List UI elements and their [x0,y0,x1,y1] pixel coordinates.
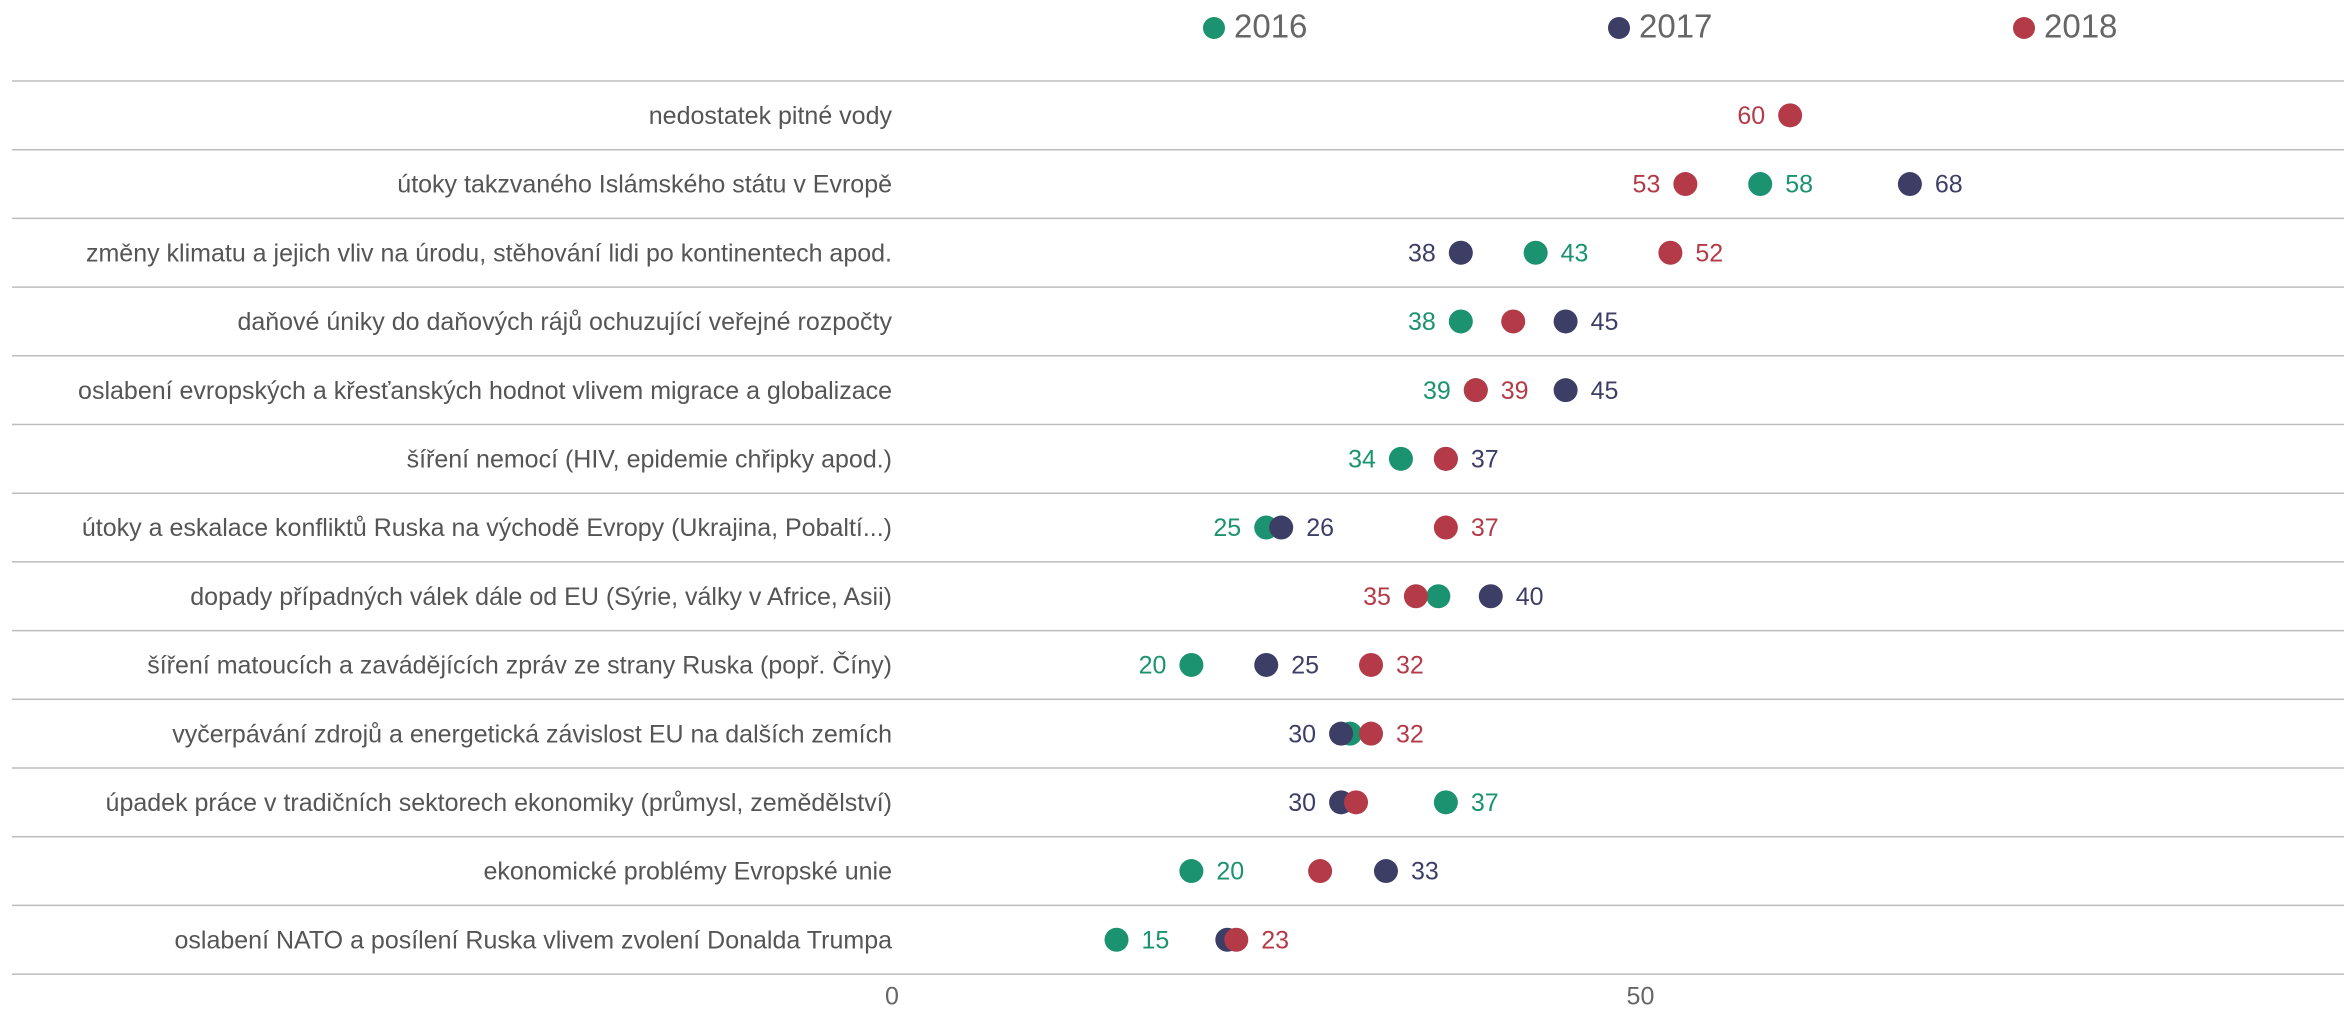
dot [1897,172,1922,197]
value-label: 25 [1291,652,1319,680]
value-label: 39 [1501,377,1529,405]
dot [1553,309,1578,334]
value-label: 40 [1516,583,1544,611]
legend-marker [1608,17,1630,39]
value-label: 35 [1363,583,1391,611]
dot [1403,584,1428,609]
dot [1426,584,1451,609]
value-label: 60 [1737,102,1765,130]
value-label: 53 [1633,171,1661,199]
dot [1478,584,1503,609]
category-label: ekonomické problémy Evropské unie [483,858,892,886]
dot [1658,240,1683,265]
value-label: 43 [1561,239,1589,267]
value-label: 37 [1471,789,1499,817]
dot [1254,652,1279,677]
dot [1433,446,1458,471]
x-tick-label: 50 [1627,983,1655,1010]
dot [1224,927,1249,952]
value-label: 23 [1261,926,1289,954]
dot [1433,790,1458,815]
dot [1448,240,1473,265]
dot [1179,652,1204,677]
dot [1673,172,1698,197]
dot [1269,515,1294,540]
value-label: 45 [1591,377,1619,405]
value-label: 20 [1216,858,1244,886]
legend-marker [1203,17,1225,39]
value-label: 39 [1423,377,1451,405]
legend-label: 2017 [1639,8,1712,45]
dot [1501,309,1526,334]
value-label: 26 [1306,514,1334,542]
dot [1179,859,1204,884]
value-label: 34 [1348,445,1376,473]
category-label: vyčerpávání zdrojů a energetická závislo… [172,720,892,748]
dot [1104,927,1129,952]
legend-marker [2013,17,2035,39]
dot [1308,859,1333,884]
dot [1448,309,1473,334]
value-label: 15 [1142,926,1170,954]
dot [1359,721,1384,746]
dot [1329,721,1354,746]
value-label: 33 [1411,858,1439,886]
value-label: 58 [1785,171,1813,199]
value-label: 32 [1396,652,1424,680]
x-tick-label: 0 [885,983,899,1010]
category-label: útoky takzvaného Islámského státu v Evro… [397,171,892,199]
value-label: 20 [1139,652,1167,680]
dot [1433,515,1458,540]
dot [1553,378,1578,403]
dot [1748,172,1773,197]
value-label: 25 [1213,514,1241,542]
category-label: oslabení NATO a posílení Ruska vlivem zv… [175,926,893,954]
category-label: změny klimatu a jejich vliv na úrodu, st… [86,239,892,267]
dot [1778,103,1803,128]
value-label: 37 [1471,445,1499,473]
dot [1388,446,1413,471]
value-label: 38 [1408,308,1436,336]
category-label: úpadek práce v tradičních sektorech ekon… [106,789,892,817]
category-label: šíření matoucích a zavádějících zpráv ze… [147,651,892,680]
dot [1523,240,1548,265]
value-label: 38 [1408,239,1436,267]
value-label: 37 [1471,514,1499,542]
legend-label: 2018 [2044,8,2117,45]
category-label: oslabení evropských a křesťanských hodno… [78,377,892,405]
category-label: dopady případných válek dále od EU (Sýri… [190,583,892,611]
dot [1463,378,1488,403]
category-label: šíření nemocí (HIV, epidemie chřipky apo… [407,445,892,473]
value-label: 32 [1396,720,1424,748]
value-label: 45 [1591,308,1619,336]
dot [1344,790,1369,815]
category-label: nedostatek pitné vody [649,102,893,130]
dot [1373,859,1398,884]
category-label: útoky a eskalace konfliktů Ruska na vých… [82,514,892,542]
category-label: daňové úniky do daňových rájů ochuzující… [237,308,892,336]
legend-label: 2016 [1234,8,1307,45]
value-label: 52 [1695,239,1723,267]
value-label: 30 [1288,789,1316,817]
value-label: 30 [1288,720,1316,748]
value-label: 68 [1935,171,1963,199]
dot [1359,652,1384,677]
